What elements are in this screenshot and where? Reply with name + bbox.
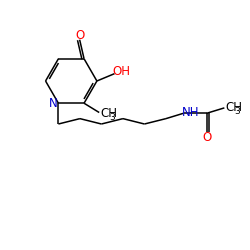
- Text: CH: CH: [226, 101, 242, 114]
- Text: CH: CH: [100, 107, 117, 120]
- Text: 3: 3: [234, 107, 240, 116]
- Text: NH: NH: [182, 106, 199, 118]
- Text: O: O: [75, 29, 84, 42]
- Text: O: O: [202, 131, 211, 144]
- Text: 3: 3: [109, 114, 115, 122]
- Text: N: N: [49, 97, 58, 110]
- Text: OH: OH: [112, 65, 130, 78]
